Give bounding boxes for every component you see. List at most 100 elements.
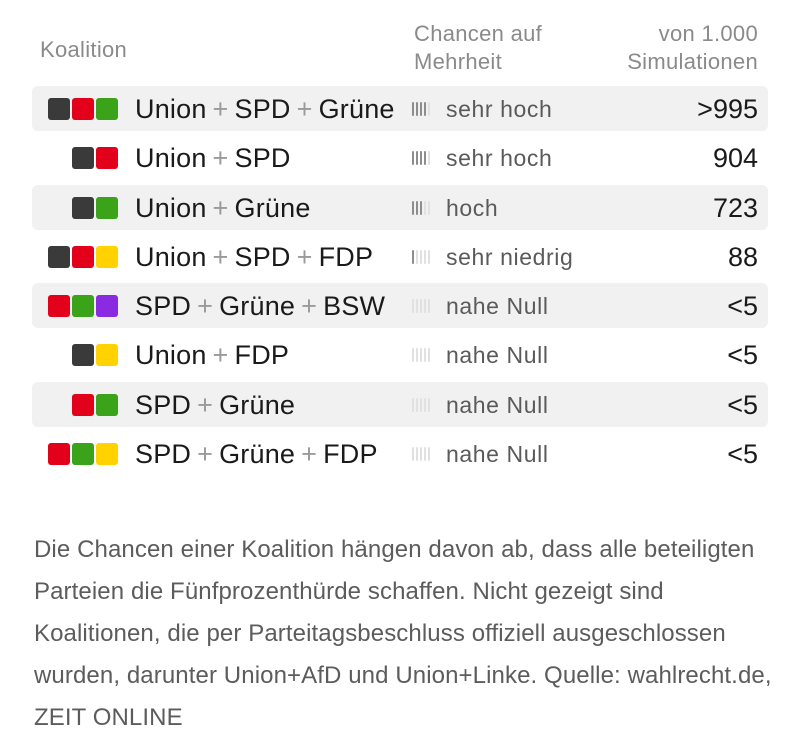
- party-color-swatch: [96, 147, 118, 169]
- party-color-swatch: [96, 197, 118, 219]
- chance-meter-bar: [412, 102, 414, 116]
- chance-meter-bar: [420, 447, 422, 461]
- header-sim-line1: von 1.000: [558, 20, 758, 48]
- party-swatches: [72, 394, 118, 416]
- chance-meter-bar: [416, 398, 418, 412]
- party-swatches: [72, 344, 118, 366]
- chance-meter-bar: [420, 348, 422, 362]
- chance-meter-bar: [424, 151, 426, 165]
- party-color-swatch: [96, 344, 118, 366]
- chance-meter-bar: [424, 102, 426, 116]
- chance-meter-bar: [416, 151, 418, 165]
- party-color-swatch: [72, 246, 94, 268]
- header-koalition: Koalition: [40, 36, 127, 64]
- chance-meter-bar: [428, 447, 430, 461]
- plus-sign: +: [301, 439, 317, 469]
- party-swatches: [48, 295, 118, 317]
- chance-meter-bar: [416, 250, 418, 264]
- table-header: Koalition Chancen auf Mehrheit von 1.000…: [32, 18, 768, 86]
- party-name: FDP: [323, 439, 378, 469]
- table-row: SPD+Grüne+FDP nahe Null <5: [32, 431, 768, 476]
- chance-meter-bar: [416, 299, 418, 313]
- party-color-swatch: [96, 394, 118, 416]
- party-name: Union: [135, 193, 207, 223]
- chance-meter-icon: [412, 100, 432, 118]
- chance-meter-bar: [416, 348, 418, 362]
- coalition-name: Union+SPD+FDP: [135, 241, 373, 273]
- chance-label: nahe Null: [446, 440, 549, 468]
- plus-sign: +: [213, 94, 229, 124]
- plus-sign: +: [197, 390, 213, 420]
- header-sim-line2: Simulationen: [558, 48, 758, 76]
- party-swatches: [48, 98, 118, 120]
- party-name: SPD: [235, 94, 291, 124]
- party-name: SPD: [135, 439, 191, 469]
- table-row: Union+Grüne hoch 723: [32, 185, 768, 230]
- party-name: Grüne: [219, 390, 295, 420]
- chance-meter-bar: [424, 250, 426, 264]
- party-color-swatch: [72, 197, 94, 219]
- chance-label: nahe Null: [446, 391, 549, 419]
- plus-sign: +: [213, 242, 229, 272]
- table-body: Union+SPD+Grünesehr hoch>995Union+SPDseh…: [32, 86, 768, 476]
- party-color-swatch: [72, 147, 94, 169]
- chance-meter-bar: [416, 447, 418, 461]
- chance-meter-bar: [420, 250, 422, 264]
- party-name: Grüne: [319, 94, 395, 124]
- chance-meter-bar: [412, 250, 414, 264]
- chance-meter-bar: [416, 102, 418, 116]
- coalition-name: SPD+Grüne: [135, 389, 295, 421]
- party-name: Union: [135, 340, 207, 370]
- table-row: Union+FDPnahe Null<5: [32, 332, 768, 377]
- simulation-count: <5: [727, 339, 758, 371]
- party-name: FDP: [235, 340, 290, 370]
- plus-sign: +: [301, 291, 317, 321]
- party-swatches: [72, 197, 118, 219]
- table-row: Union+SPD+Grünesehr hoch>995: [32, 86, 768, 131]
- simulation-count: >995: [697, 93, 758, 125]
- table-row: Union+SPD+FDPsehr niedrig88: [32, 234, 768, 279]
- party-color-swatch: [96, 443, 118, 465]
- party-name: Union: [135, 143, 207, 173]
- party-color-swatch: [48, 246, 70, 268]
- party-color-swatch: [72, 98, 94, 120]
- party-color-swatch: [72, 443, 94, 465]
- chance-label: nahe Null: [446, 341, 549, 369]
- chance-meter-icon: [412, 346, 432, 364]
- party-swatches: [48, 246, 118, 268]
- chance-meter-bar: [428, 102, 430, 116]
- plus-sign: +: [197, 439, 213, 469]
- chance-meter-icon: [412, 297, 432, 315]
- chance-meter-bar: [424, 398, 426, 412]
- chance-meter-icon: [412, 248, 432, 266]
- simulation-count: <5: [727, 438, 758, 470]
- simulation-count: 723: [713, 192, 758, 224]
- chance-label: hoch: [446, 194, 498, 222]
- chance-meter-bar: [416, 201, 418, 215]
- party-color-swatch: [48, 295, 70, 317]
- coalition-name: SPD+Grüne+FDP: [135, 438, 378, 470]
- party-name: SPD: [235, 242, 291, 272]
- party-color-swatch: [72, 295, 94, 317]
- chance-meter-bar: [412, 299, 414, 313]
- chance-label: sehr hoch: [446, 144, 552, 172]
- chance-meter-bar: [428, 250, 430, 264]
- plus-sign: +: [213, 193, 229, 223]
- party-name: SPD: [135, 291, 191, 321]
- party-color-swatch: [96, 246, 118, 268]
- plus-sign: +: [213, 143, 229, 173]
- footnote: Die Chancen einer Koalition hängen davon…: [34, 529, 774, 739]
- simulation-count: <5: [727, 290, 758, 322]
- chance-meter-bar: [412, 348, 414, 362]
- chance-meter-bar: [420, 201, 422, 215]
- chance-meter-icon: [412, 445, 432, 463]
- coalition-name: Union+SPD: [135, 142, 291, 174]
- party-name: SPD: [135, 390, 191, 420]
- chance-meter-bar: [420, 398, 422, 412]
- chance-meter-bar: [428, 201, 430, 215]
- table-row: SPD+Grünenahe Null<5: [32, 382, 768, 427]
- coalition-name: Union+Grüne: [135, 192, 311, 224]
- party-color-swatch: [72, 344, 94, 366]
- plus-sign: +: [197, 291, 213, 321]
- plus-sign: +: [297, 94, 313, 124]
